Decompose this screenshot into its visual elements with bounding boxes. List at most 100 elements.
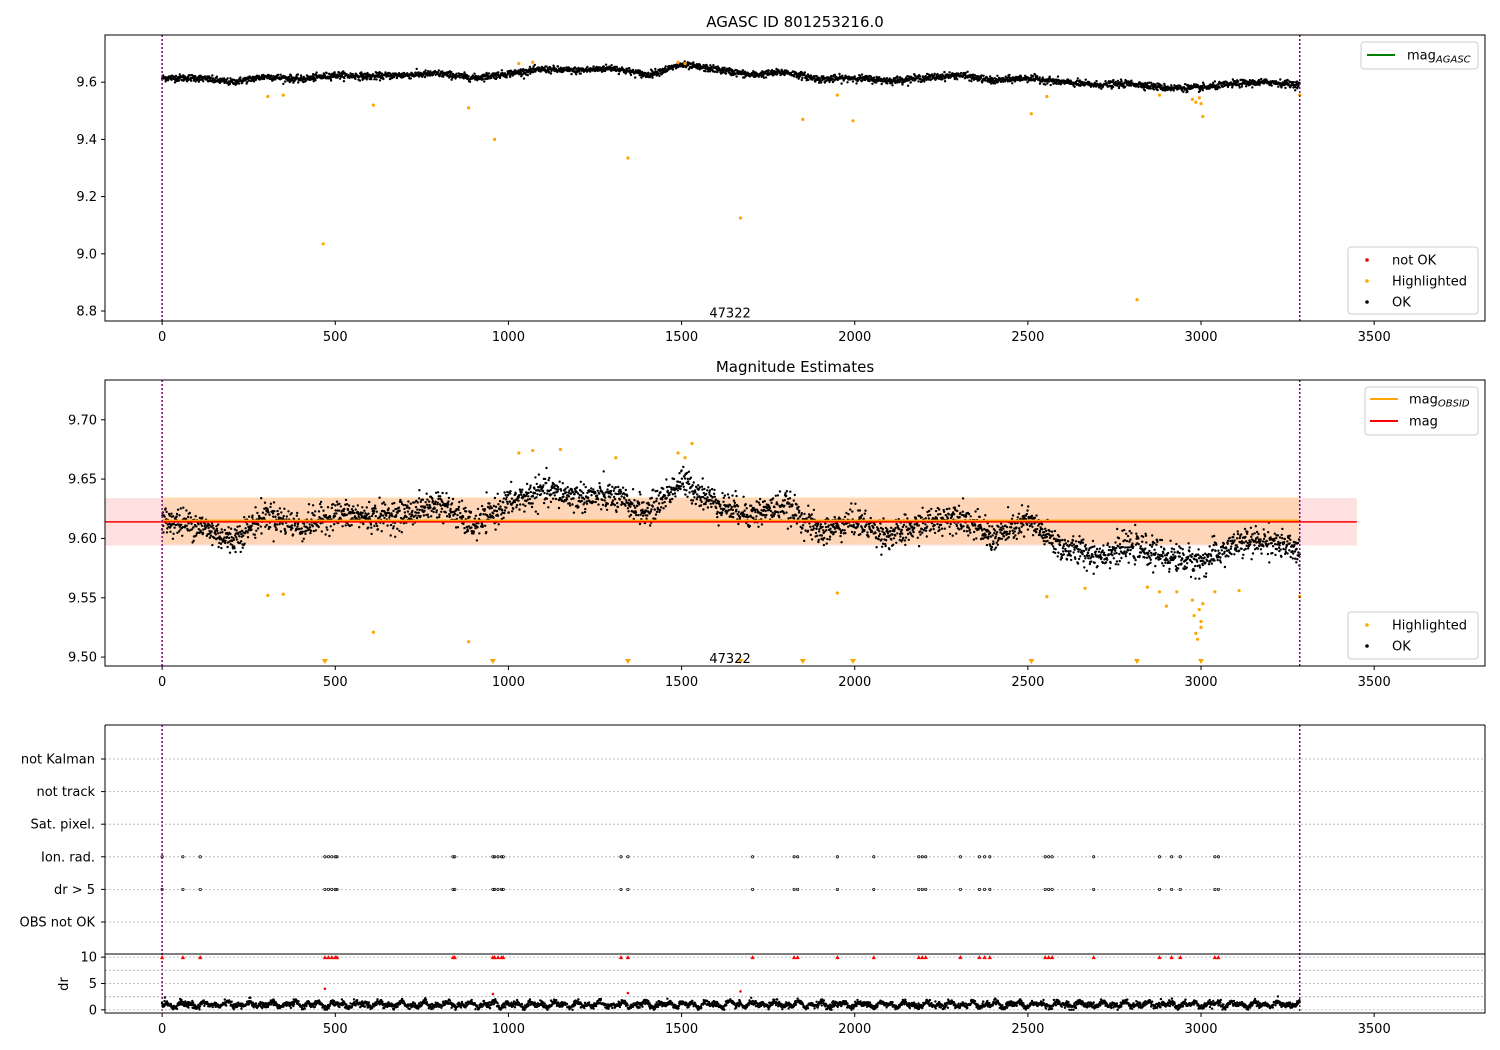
magnitude-ok-point (571, 491, 574, 494)
agasc-ok-point (177, 79, 180, 82)
agasc-ok-point (1055, 82, 1058, 86)
magnitude-ok-point (272, 501, 276, 504)
magnitude-ok-point (400, 531, 403, 534)
magnitude-ok-point (481, 525, 484, 529)
magnitude-ok-point (224, 541, 227, 545)
magnitude-ok-point (225, 535, 229, 539)
magnitude-ok-point (568, 504, 572, 507)
magnitude-ok-point (559, 489, 563, 492)
magnitude-ok-point (188, 511, 191, 515)
magnitude-ok-point (434, 500, 437, 503)
magnitude-ok-point (624, 488, 627, 492)
magnitude-ok-point (624, 504, 627, 507)
magnitude-ok-point (606, 488, 609, 491)
magnitude-ok-point (176, 508, 180, 511)
agasc-ok-point (741, 69, 745, 72)
agasc-ok-point (651, 76, 654, 79)
magnitude-ok-point (674, 495, 677, 498)
magnitude-ok-point (479, 512, 482, 516)
agasc-ok-point (1095, 79, 1098, 83)
magnitude-ok-point (661, 498, 664, 501)
magnitude-ok-point (658, 508, 662, 512)
agasc-ok-point (462, 77, 465, 80)
agasc-ok-point (647, 71, 650, 75)
agasc-ok-point (592, 65, 595, 68)
magnitude-ok-point (386, 524, 389, 527)
magnitude-ok-point (390, 514, 394, 518)
agasc-ok-point (833, 73, 837, 77)
magnitude-ok-point (253, 533, 257, 536)
magnitude-ok-point (376, 524, 379, 528)
magnitude-ok-point (485, 530, 488, 534)
magnitude-ok-point (257, 523, 260, 526)
magnitude-ok-point (185, 509, 188, 512)
magnitude-ok-point (705, 492, 708, 496)
magnitude-ok-point (545, 466, 548, 470)
agasc-ok-point (455, 72, 458, 76)
magnitude-ok-point (352, 505, 355, 508)
agasc-ok-point (831, 77, 834, 80)
agasc-ok-point (360, 72, 363, 75)
agasc-ok-point (858, 74, 862, 77)
magnitude-ok-point (592, 488, 595, 491)
magnitude-ok-point (687, 470, 691, 473)
magnitude-ok-point (536, 493, 539, 496)
magnitude-ok-point (378, 496, 381, 499)
magnitude-ok-point (485, 491, 488, 494)
magnitude-ok-point (317, 525, 320, 529)
magnitude-ok-point (723, 507, 726, 511)
magnitude-ok-point (710, 487, 714, 491)
magnitude-ok-point (373, 504, 377, 507)
magnitude-ok-point (583, 501, 586, 504)
agasc-ok-point (846, 81, 849, 84)
agasc-ok-point (1076, 77, 1080, 80)
magnitude-ok-point (687, 480, 690, 483)
agasc-ok-point (328, 73, 331, 76)
agasc-highlighted-point (1194, 100, 1198, 104)
magnitude-ok-point (581, 511, 584, 515)
magnitude-ok-point (520, 490, 523, 494)
agasc-ok-point (255, 77, 258, 80)
magnitude-ok-point (603, 493, 606, 497)
agasc-ok-point (1084, 78, 1087, 81)
agasc-ok-point (467, 75, 470, 78)
magnitude-ok-point (590, 494, 593, 497)
magnitude-ok-point (370, 526, 373, 529)
agasc-highlighted-point (531, 60, 535, 64)
magnitude-ok-point (185, 524, 188, 527)
magnitude-ok-point (511, 510, 514, 513)
magnitude-ok-point (575, 486, 579, 489)
agasc-ytick-label: 9.4 (76, 133, 97, 148)
magnitude-ok-point (538, 489, 541, 493)
agasc-ok-point (343, 76, 346, 80)
magnitude-ok-point (680, 477, 684, 480)
agasc-ok-point (450, 78, 453, 81)
magnitude-ok-point (655, 510, 659, 514)
agasc-ok-point (982, 74, 985, 78)
agasc-ok-point (370, 78, 373, 81)
magnitude-ok-point (503, 509, 507, 512)
magnitude-ok-point (314, 510, 317, 513)
magnitude-ok-point (557, 488, 560, 491)
magnitude-ok-point (367, 526, 370, 529)
magnitude-ok-point (374, 515, 377, 518)
magnitude-ok-point (362, 522, 365, 526)
agasc-ok-point (263, 77, 266, 81)
magnitude-ok-point (269, 502, 273, 505)
magnitude-ok-point (361, 511, 364, 515)
magnitude-ok-point (642, 501, 645, 504)
magnitude-ok-point (679, 487, 682, 491)
agasc-ok-point (634, 76, 637, 79)
agasc-ok-point (579, 72, 582, 75)
magnitude-ok-point (392, 525, 395, 528)
agasc-highlighted-point (1029, 112, 1033, 116)
agasc-ok-point (803, 71, 807, 74)
magnitude-ok-point (596, 498, 600, 501)
agasc-ok-point (1277, 85, 1280, 88)
agasc-ok-point (996, 74, 999, 78)
magnitude-ok-point (242, 534, 245, 537)
agasc-ok-point (941, 77, 944, 80)
agasc-ok-point (549, 72, 553, 75)
magnitude-ok-point (499, 505, 502, 508)
